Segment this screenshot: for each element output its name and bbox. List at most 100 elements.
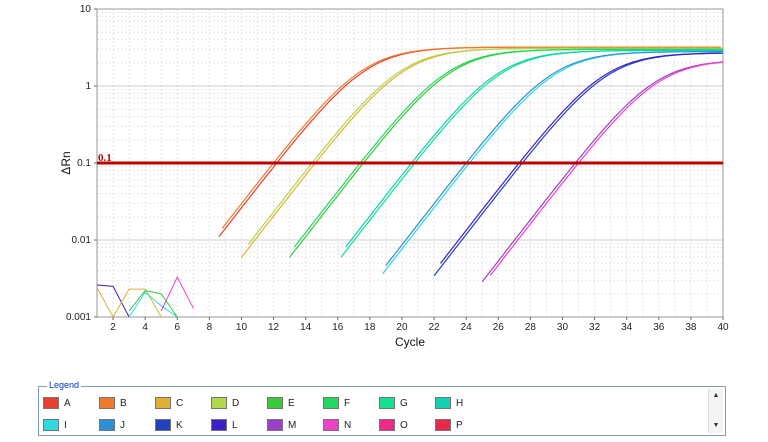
y-tick-label: 0.01 bbox=[72, 235, 92, 246]
legend-label: D bbox=[232, 397, 240, 409]
x-tick-label: 30 bbox=[557, 322, 569, 333]
x-tick-label: 18 bbox=[364, 322, 376, 333]
legend-swatch bbox=[435, 419, 451, 431]
legend-label: J bbox=[120, 419, 125, 431]
noise-trace bbox=[96, 287, 162, 319]
legend-item-N[interactable]: N bbox=[323, 419, 379, 431]
legend-panel: Legend A B C D E F G H I J K L M N O P ▲ ▼ bbox=[38, 380, 726, 437]
amplification-plot: 0.1 2 4 6 8 10 12 14 16 18 20 22 24 26 28 30 32 34 36 38 40… bbox=[59, 4, 729, 349]
legend-swatch bbox=[267, 419, 283, 431]
curve-H bbox=[345, 49, 723, 248]
legend-label: L bbox=[232, 419, 238, 431]
legend-label: O bbox=[400, 419, 408, 431]
legend-label: B bbox=[120, 397, 127, 409]
legend-label: M bbox=[288, 419, 297, 431]
legend-row: I J K L M N O P bbox=[43, 415, 491, 435]
x-tick-label: 14 bbox=[300, 322, 312, 333]
noise-trace bbox=[128, 291, 178, 318]
legend-item-G[interactable]: G bbox=[379, 397, 435, 409]
legend-swatch bbox=[379, 397, 395, 409]
x-tick-label: 12 bbox=[268, 322, 280, 333]
legend-swatch bbox=[211, 397, 227, 409]
x-tick-label: 38 bbox=[685, 322, 697, 333]
legend-label: H bbox=[456, 397, 464, 409]
legend-swatch bbox=[43, 397, 59, 409]
legend-item-C[interactable]: C bbox=[155, 397, 211, 409]
legend-label: F bbox=[344, 397, 351, 409]
x-tick-label: 28 bbox=[525, 322, 537, 333]
threshold-label: 0.1 bbox=[98, 152, 112, 164]
x-tick-label: 36 bbox=[653, 322, 665, 333]
x-axis-title: Cycle bbox=[395, 335, 425, 349]
legend-item-A[interactable]: A bbox=[43, 397, 99, 409]
y-tick-label: 1 bbox=[85, 81, 91, 92]
legend-item-H[interactable]: H bbox=[435, 397, 491, 409]
curve-J bbox=[385, 50, 723, 266]
legend-swatch bbox=[379, 419, 395, 431]
x-tick-label: 34 bbox=[621, 322, 633, 333]
curve-M bbox=[481, 61, 724, 283]
x-axis-ticks: 2 4 6 8 10 12 14 16 18 20 22 24 26 28 30 32 34 36 38 40 bbox=[110, 317, 729, 333]
legend-item-E[interactable]: E bbox=[267, 397, 323, 409]
legend-swatch bbox=[435, 397, 451, 409]
y-axis-title: ΔRn bbox=[59, 151, 73, 174]
curve-G bbox=[340, 49, 723, 258]
legend-swatch bbox=[323, 397, 339, 409]
legend-item-I[interactable]: I bbox=[43, 419, 99, 431]
curves bbox=[218, 46, 724, 283]
triangle-up-icon[interactable]: ▲ bbox=[712, 392, 720, 399]
legend-label: C bbox=[176, 397, 184, 409]
y-axis-ticks: 10 1 0.1 0.01 0.001 bbox=[66, 4, 97, 323]
curve-A bbox=[218, 46, 721, 238]
legend-swatch bbox=[99, 397, 115, 409]
legend-item-D[interactable]: D bbox=[211, 397, 267, 409]
x-tick-label: 4 bbox=[142, 322, 148, 333]
legend-label: K bbox=[176, 419, 183, 431]
x-tick-label: 10 bbox=[236, 322, 248, 333]
x-tick-label: 32 bbox=[589, 322, 601, 333]
legend-title: Legend bbox=[47, 380, 82, 390]
legend-item-L[interactable]: L bbox=[211, 419, 267, 431]
legend-swatch bbox=[43, 419, 59, 431]
noise-trace bbox=[96, 284, 130, 318]
legend-label: P bbox=[456, 419, 463, 431]
legend-item-M[interactable]: M bbox=[267, 419, 323, 431]
legend-label: E bbox=[288, 397, 295, 409]
legend-label: I bbox=[64, 419, 67, 431]
x-tick-label: 6 bbox=[174, 322, 180, 333]
legend-swatch bbox=[99, 419, 115, 431]
curve-F bbox=[293, 48, 720, 248]
baseline-noise bbox=[96, 275, 194, 319]
curve-N bbox=[489, 61, 724, 276]
legend-swatch bbox=[211, 419, 227, 431]
noise-trace bbox=[128, 290, 178, 318]
legend-item-J[interactable]: J bbox=[99, 419, 155, 431]
legend-grid: A B C D E F G H I J K L M N O P bbox=[43, 393, 491, 437]
x-tick-label: 16 bbox=[332, 322, 344, 333]
legend-label: G bbox=[400, 397, 408, 409]
noise-trace bbox=[160, 275, 194, 312]
legend-swatch bbox=[155, 419, 171, 431]
curve-B bbox=[221, 46, 720, 229]
legend-item-P[interactable]: P bbox=[435, 419, 491, 431]
x-tick-label: 26 bbox=[493, 322, 505, 333]
legend-item-F[interactable]: F bbox=[323, 397, 379, 409]
x-tick-label: 20 bbox=[396, 322, 408, 333]
x-tick-label: 22 bbox=[429, 322, 441, 333]
triangle-down-icon[interactable]: ▼ bbox=[712, 422, 720, 429]
legend-item-O[interactable]: O bbox=[379, 419, 435, 431]
y-tick-label: 0.001 bbox=[66, 312, 91, 323]
x-tick-label: 24 bbox=[461, 322, 473, 333]
legend-swatch bbox=[155, 397, 171, 409]
legend-item-K[interactable]: K bbox=[155, 419, 211, 431]
x-tick-label: 40 bbox=[717, 322, 729, 333]
legend-row: A B C D E F G H bbox=[43, 393, 491, 413]
legend-swatch bbox=[267, 397, 283, 409]
legend-swatch bbox=[323, 419, 339, 431]
y-tick-label: 0.1 bbox=[77, 158, 91, 169]
legend-scrollbar[interactable]: ▲ ▼ bbox=[708, 389, 723, 433]
legend-label: N bbox=[344, 419, 352, 431]
x-tick-label: 8 bbox=[207, 322, 213, 333]
x-tick-label: 2 bbox=[110, 322, 116, 333]
legend-item-B[interactable]: B bbox=[99, 397, 155, 409]
